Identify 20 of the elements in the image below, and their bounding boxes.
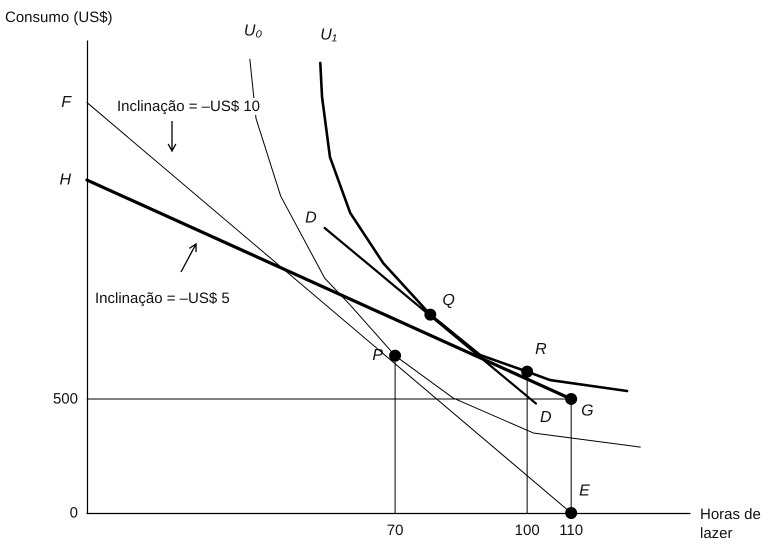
annotation: Q (442, 292, 455, 310)
annotation: H (59, 172, 72, 189)
annotation: E (579, 482, 590, 500)
annotation: Inclinação = –US$ 10 (117, 98, 260, 115)
x-tick-label: 100 (514, 522, 540, 539)
y-axis-title: Consumo (US$) (5, 9, 113, 26)
x-tick-label: 70 (386, 522, 404, 539)
x-axis-title: Horas de lazer (700, 506, 761, 542)
annotation: U₁ (320, 26, 337, 44)
annotation: U₀ (244, 22, 262, 40)
annotation: D (305, 209, 318, 226)
y-tick-label: 0 (70, 504, 78, 522)
annotation: F (61, 94, 72, 112)
annotation: G (581, 402, 594, 420)
annotation: D (540, 409, 552, 426)
annotation: P (372, 347, 384, 364)
y-tick-label: 500 (52, 390, 78, 408)
annotation: R (535, 341, 548, 358)
annotation: Inclinação = –US$ 5 (95, 290, 230, 307)
x-tick-label: 110 (559, 522, 584, 539)
